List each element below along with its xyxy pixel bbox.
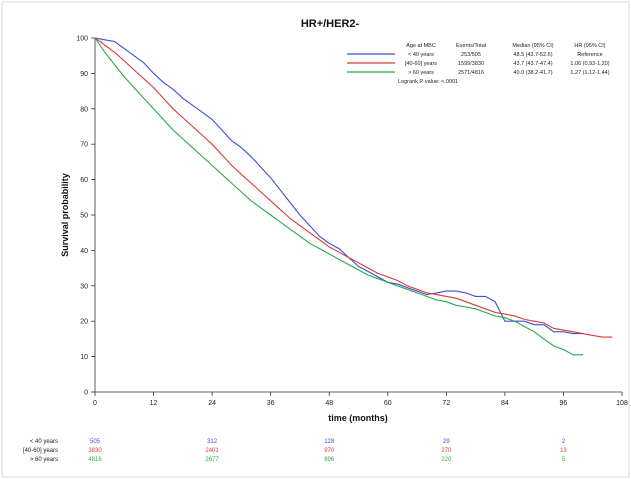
x-tick-label: 0 — [93, 400, 97, 407]
risk-value: 312 — [207, 439, 218, 445]
risk-value: 505 — [90, 439, 101, 445]
legend-header-events: Events/Total — [456, 43, 486, 49]
risk-value: 270 — [441, 448, 452, 454]
y-tick-label: 100 — [76, 36, 88, 43]
x-tick-label: 12 — [150, 400, 158, 407]
y-tick-label: 50 — [80, 213, 88, 220]
x-tick-label: 84 — [501, 400, 509, 407]
risk-value: 13 — [560, 448, 567, 454]
risk-value: 2401 — [205, 448, 219, 454]
y-tick-label: 60 — [80, 177, 88, 184]
legend-hr-under-40: Reference — [577, 52, 602, 58]
x-axis-label: time (months) — [328, 413, 388, 423]
legend-label-under-40: < 40 years — [408, 52, 434, 58]
risk-label-under-40: < 40 years — [30, 439, 58, 445]
risk-value: 896 — [324, 457, 335, 463]
legend-median-over-60: 40.0 (38.2-41.7) — [513, 70, 552, 76]
legend-median-40-60: 43.7 (43.7-47.4) — [513, 61, 552, 67]
legend-label-over-60: > 60 years — [408, 70, 434, 76]
y-tick-label: 70 — [80, 142, 88, 149]
legend-events-over-60: 2571/4816 — [458, 70, 484, 76]
x-tick-label: 108 — [616, 400, 628, 407]
risk-value: 29 — [443, 439, 450, 445]
y-tick-label: 10 — [80, 354, 88, 361]
legend-logrank: Logrank P-value: <.0001 — [398, 79, 458, 85]
y-tick-label: 80 — [80, 106, 88, 113]
x-tick-label: 48 — [325, 400, 333, 407]
x-tick-label: 72 — [442, 400, 450, 407]
y-tick-label: 20 — [80, 319, 88, 326]
legend-label-40-60: [40-60] years — [405, 61, 437, 67]
legend-hr-40-60: 1.06 (0.93-1.20) — [570, 61, 609, 67]
risk-value: 4816 — [88, 457, 102, 463]
legend-events-40-60: 1599/3830 — [458, 61, 484, 67]
legend-header-hr: HR (95% CI) — [574, 43, 605, 49]
risk-value: 3830 — [88, 448, 102, 454]
legend-hr-over-60: 1.27 (1.12-1.44) — [570, 70, 609, 76]
x-tick-label: 24 — [208, 400, 216, 407]
y-axis-label: Survival probability — [60, 173, 70, 257]
x-tick-label: 36 — [267, 400, 275, 407]
risk-value: 2677 — [205, 457, 219, 463]
legend-events-under-40: 253/505 — [461, 52, 481, 58]
x-tick-label: 60 — [384, 400, 392, 407]
legend-header-age: Age at MBC — [406, 43, 436, 49]
y-tick-label: 0 — [84, 390, 88, 397]
y-tick-label: 90 — [80, 71, 88, 78]
risk-value: 970 — [324, 448, 335, 454]
risk-label-over-60: > 60 years — [30, 457, 58, 463]
risk-value: 220 — [441, 457, 452, 463]
chart-title: HR+/HER2- — [301, 18, 360, 30]
y-tick-label: 30 — [80, 283, 88, 290]
legend-median-under-40: 48.5 (43.7-52.6) — [513, 52, 552, 58]
x-tick-label: 96 — [560, 400, 568, 407]
y-tick-label: 40 — [80, 248, 88, 255]
risk-label-40-60: [40-60] years — [23, 448, 58, 454]
risk-value: 128 — [324, 439, 335, 445]
legend-header-median: Median (95% CI) — [512, 43, 553, 49]
